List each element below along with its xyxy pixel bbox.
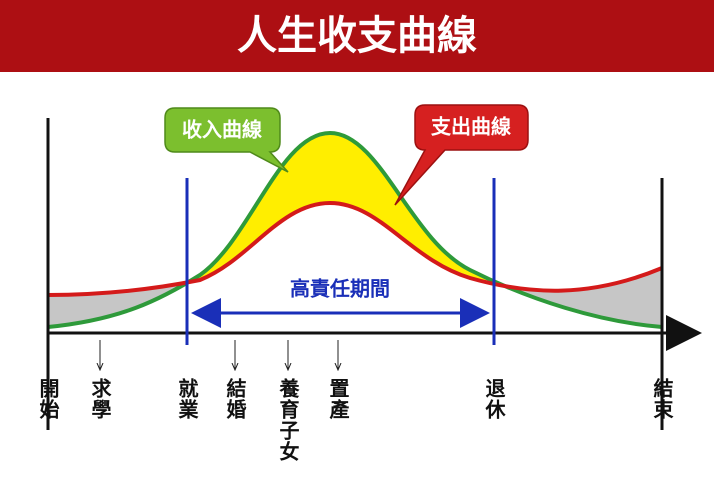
stage-label: 置產	[326, 378, 350, 420]
title: 人生收支曲線	[237, 13, 477, 59]
income-curve	[47, 130, 663, 329]
stage-label: 就業	[175, 378, 199, 420]
stage-label: 開始	[36, 378, 60, 420]
expense-label: 支出曲線	[431, 115, 511, 139]
stage-label: 養育子女	[276, 378, 300, 462]
stage-label: 結束	[650, 378, 674, 420]
income-label: 收入曲線	[182, 118, 262, 142]
period-label: 高責任期間	[290, 277, 390, 301]
expense-curve	[47, 200, 663, 297]
stage-label: 結婚	[223, 378, 247, 420]
income-callout	[164, 107, 289, 173]
title-bar	[0, 0, 714, 72]
stage-label: 求學	[88, 378, 112, 420]
stage-label: 退休	[482, 378, 506, 420]
expense-callout	[394, 104, 529, 206]
